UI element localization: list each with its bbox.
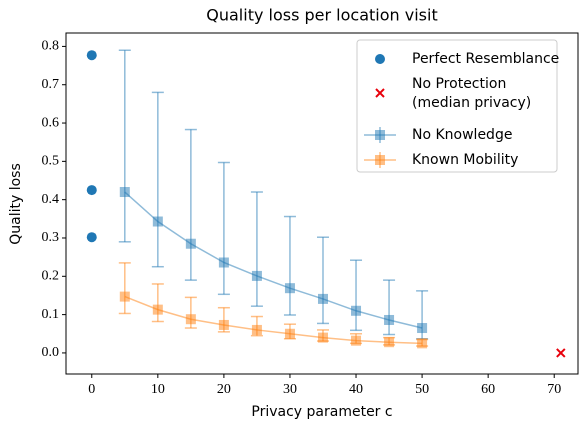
- x-tick-label: 30: [283, 382, 297, 397]
- y-tick-label: 0.2: [42, 269, 60, 284]
- legend-marker: [375, 54, 385, 64]
- square-marker: [185, 238, 196, 249]
- x-tick-label: 60: [481, 382, 495, 397]
- legend-label: Perfect Resemblance: [412, 51, 559, 67]
- error-bar: [316, 236, 329, 325]
- y-tick-label: 0.3: [42, 230, 60, 245]
- error-bar: [350, 259, 363, 332]
- y-tick-label: 0.1: [42, 307, 60, 322]
- square-marker: [284, 283, 295, 294]
- square-marker: [251, 270, 262, 281]
- error-bar: [383, 279, 396, 336]
- scatter-point: [86, 232, 97, 243]
- square-marker: [284, 328, 295, 339]
- legend-label: No Protection (median privacy): [412, 76, 531, 111]
- square-marker: [351, 305, 362, 316]
- y-tick-label: 0.4: [42, 192, 60, 207]
- legend-box: [356, 39, 558, 173]
- error-bar: [151, 91, 164, 268]
- square-marker: [119, 187, 130, 198]
- square-marker: [384, 337, 395, 348]
- x-tick-label: 50: [415, 382, 429, 397]
- square-marker: [317, 332, 328, 343]
- plot-frame: [65, 32, 579, 375]
- legend-marker: [375, 88, 385, 98]
- cross-marker: [556, 348, 566, 358]
- x-tick-label: 10: [151, 382, 165, 397]
- x-tick-label: 40: [349, 382, 363, 397]
- square-marker: [417, 338, 428, 349]
- legend-label: No Knowledge: [412, 127, 512, 143]
- square-marker: [185, 314, 196, 325]
- y-tick-label: 0.5: [42, 154, 60, 169]
- scatter-point: [86, 185, 97, 196]
- square-marker: [218, 257, 229, 268]
- series-line: [124, 191, 423, 329]
- legend-marker: [375, 155, 385, 165]
- legend-label: Known Mobility: [412, 152, 518, 168]
- error-bar: [217, 161, 230, 296]
- y-axis-label: Quality loss: [8, 163, 24, 245]
- square-marker: [119, 291, 130, 302]
- error-bar: [184, 128, 197, 281]
- legend-marker: [375, 130, 385, 140]
- square-marker: [317, 293, 328, 304]
- square-marker: [351, 335, 362, 346]
- square-marker: [384, 314, 395, 325]
- square-marker: [218, 319, 229, 330]
- error-bar: [283, 215, 296, 316]
- x-tick-label: 20: [217, 382, 231, 397]
- x-tick-label: 0: [88, 382, 95, 397]
- y-tick-label: 0.8: [42, 39, 60, 54]
- x-axis-label: Privacy parameter c: [251, 404, 392, 420]
- square-marker: [251, 324, 262, 335]
- error-bar: [151, 283, 164, 323]
- scatter-point: [86, 50, 97, 61]
- series-line: [124, 295, 423, 345]
- x-tick-label: 70: [547, 382, 561, 397]
- y-tick-label: 0.7: [42, 77, 60, 92]
- square-marker: [152, 304, 163, 315]
- square-marker: [417, 323, 428, 334]
- square-marker: [152, 216, 163, 227]
- error-bar: [250, 191, 263, 307]
- y-tick-label: 0.6: [42, 115, 60, 130]
- error-bar: [118, 49, 131, 243]
- y-tick-label: 0.0: [42, 345, 60, 360]
- chart-title: Quality loss per location visit: [206, 6, 437, 25]
- error-bar: [118, 262, 131, 315]
